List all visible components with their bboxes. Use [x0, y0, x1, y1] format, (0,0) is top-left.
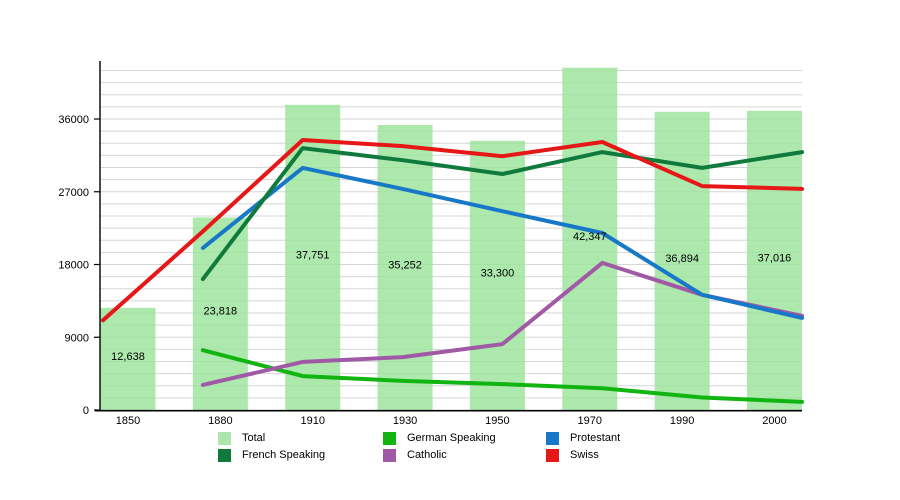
legend-item-german-speaking: German Speaking: [383, 431, 496, 445]
legend-label-catholic: Catholic: [407, 449, 447, 461]
bar-1850: [100, 307, 156, 410]
legend-item-protestant: Protestant: [546, 431, 620, 445]
x-tick-label: 2000: [762, 415, 786, 427]
legend-swatch-german-speaking: [383, 431, 396, 445]
y-tick-label: 27000: [58, 187, 89, 199]
x-tick-label: 1970: [578, 415, 602, 427]
y-tick-label: 0: [83, 405, 89, 417]
bar-value-label: 37,016: [758, 252, 792, 264]
x-tick-label: 1880: [208, 415, 232, 427]
x-tick-label: 1950: [485, 415, 509, 427]
bar-value-label: 12,638: [111, 351, 145, 363]
bar-value-label: 42,347: [573, 231, 607, 243]
bar-1930: [377, 125, 433, 411]
chart-legend: Total French Speaking German Speaking Ca…: [0, 431, 900, 471]
y-tick-label: 18000: [58, 260, 89, 272]
bar-value-label: 37,751: [296, 249, 330, 261]
y-tick-label: 9000: [65, 332, 89, 344]
bar-value-label: 36,894: [665, 253, 699, 265]
y-tick-label: 36000: [58, 114, 89, 126]
legend-swatch-protestant: [546, 431, 559, 445]
series-line-french-speaking: [200, 146, 804, 282]
bar-1950: [469, 140, 525, 410]
x-tick-label: 1930: [393, 415, 417, 427]
series-line-german-speaking: [200, 348, 804, 404]
series-line-protestant: [200, 165, 804, 320]
legend-column-3: Protestant Swiss: [546, 431, 620, 462]
legend-swatch-catholic: [383, 448, 396, 462]
bar-value-label: 33,300: [481, 267, 515, 279]
bar-value-label: 35,252: [388, 260, 422, 272]
legend-item-total: Total: [218, 431, 325, 445]
legend-swatch-swiss: [546, 448, 559, 462]
legend-swatch-total: [218, 431, 231, 445]
series-line-swiss: [101, 138, 804, 323]
legend-column-2: German Speaking Catholic: [383, 431, 496, 462]
legend-item-french-speaking: French Speaking: [218, 448, 325, 462]
legend-item-swiss: Swiss: [546, 448, 620, 462]
bar-value-label: 23,818: [204, 306, 238, 318]
legend-label-french-speaking: French Speaking: [242, 449, 326, 461]
x-tick-label: 1850: [116, 415, 140, 427]
legend-label-german-speaking: German Speaking: [407, 432, 496, 444]
legend-label-swiss: Swiss: [570, 449, 599, 461]
x-tick-label: 1990: [670, 415, 694, 427]
legend-label-protestant: Protestant: [570, 432, 621, 444]
legend-swatch-french-speaking: [218, 448, 231, 462]
legend-item-catholic: Catholic: [383, 448, 496, 462]
x-tick-label: 1910: [300, 415, 324, 427]
legend-column-1: Total French Speaking: [218, 431, 325, 462]
legend-label-total: Total: [242, 432, 266, 444]
